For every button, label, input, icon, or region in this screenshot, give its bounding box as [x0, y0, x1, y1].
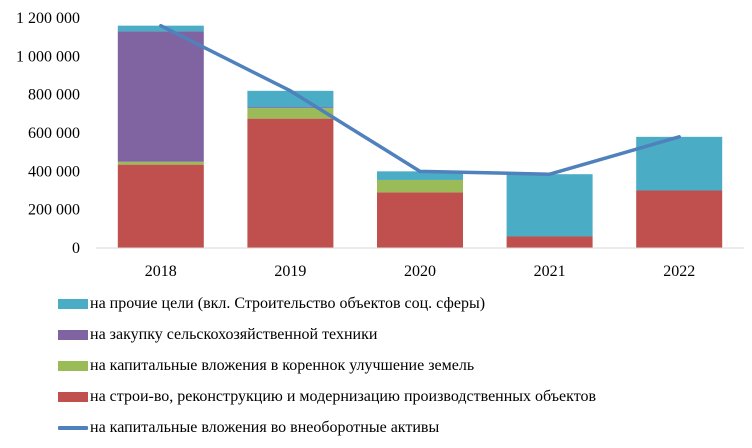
legend-swatch-construction [58, 392, 88, 402]
bar-segment-2020-1 [377, 179, 463, 193]
y-tick-label: 1 200 000 [16, 10, 80, 27]
y-tick-label: 400 000 [28, 163, 80, 180]
legend-line-total [58, 426, 88, 430]
bar-segment-2019-2 [247, 107, 334, 109]
x-tick-label: 2019 [274, 263, 306, 280]
y-tick-label: 0 [72, 240, 80, 257]
x-tick-label: 2021 [534, 263, 566, 280]
x-axis-ticks: 2018 2019 2020 2021 2022 [145, 263, 695, 280]
bar-segment-2018-0 [117, 164, 204, 248]
bars [117, 25, 723, 248]
x-tick-label: 2022 [663, 263, 695, 280]
legend-swatch-other [58, 299, 88, 309]
chart-legend: на прочие цели (вкл. Строительство объек… [58, 292, 748, 447]
x-tick-label: 2018 [145, 263, 177, 280]
legend-item-land: на капитальные вложения в кореннок улучш… [58, 354, 748, 378]
bar-segment-2020-0 [377, 192, 463, 248]
legend-label-construction: на строи-во, реконструкцию и модернизаци… [90, 388, 597, 405]
legend-label-machinery: на закупку сельскохозяйственной техники [90, 326, 378, 343]
y-axis-ticks: 0 200 000 400 000 600 000 800 000 1 000 000 1 … [16, 10, 80, 257]
legend-item-machinery: на закупку сельскохозяйственной техники [58, 323, 748, 347]
bar-segment-2019-0 [247, 118, 334, 248]
legend-label-other: на прочие цели (вкл. Строительство объек… [90, 295, 486, 312]
y-tick-label: 200 000 [28, 202, 80, 219]
legend-item-other: на прочие цели (вкл. Строительство объек… [58, 292, 748, 316]
bar-segment-2019-3 [247, 90, 334, 108]
legend-swatch-land [58, 361, 88, 371]
bar-segment-2021-0 [506, 236, 593, 248]
x-tick-label: 2020 [404, 263, 436, 280]
bar-segment-2020-3 [377, 171, 463, 180]
y-tick-label: 1 000 000 [16, 48, 80, 65]
stacked-bar-line-chart: 0 200 000 400 000 600 000 800 000 1 000 000 1 … [16, 10, 744, 280]
bar-segment-2018-2 [117, 31, 204, 162]
bar-segment-2018-3 [117, 25, 204, 32]
bar-segment-2019-1 [247, 108, 334, 119]
legend-label-total: на капитальные вложения во внеоборотные … [90, 419, 440, 436]
y-tick-label: 600 000 [28, 125, 80, 142]
legend-item-construction: на строи-во, реконструкцию и модернизаци… [58, 385, 748, 409]
y-tick-label: 800 000 [28, 87, 80, 104]
bar-segment-2021-3 [506, 174, 593, 237]
legend-item-total: на капитальные вложения во внеоборотные … [58, 416, 748, 440]
bar-segment-2022-0 [636, 190, 723, 248]
legend-label-land: на капитальные вложения в кореннок улучш… [90, 357, 475, 374]
legend-swatch-machinery [58, 330, 88, 340]
total-line-series [159, 23, 681, 176]
bar-segment-2018-1 [117, 161, 204, 165]
